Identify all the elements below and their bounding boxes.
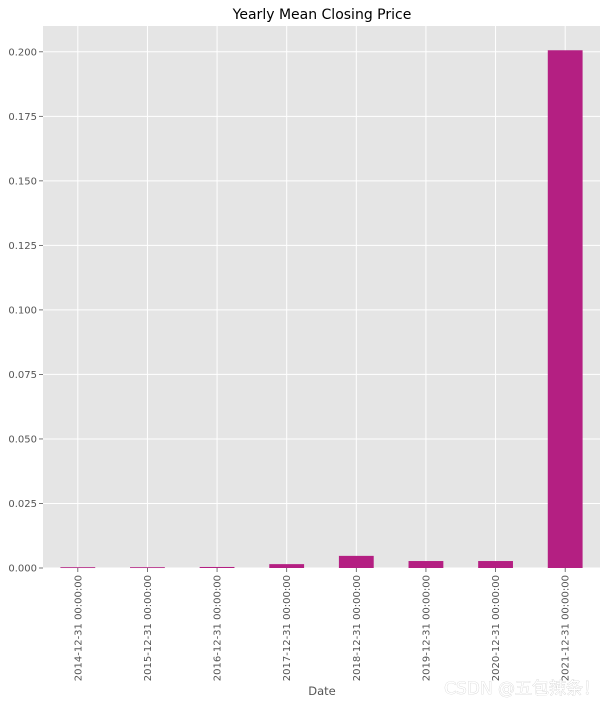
bar-2016 bbox=[199, 566, 235, 568]
watermark: CSDN @五包辣条！ bbox=[444, 679, 600, 699]
bar-2019 bbox=[408, 561, 444, 568]
bar-2014 bbox=[60, 567, 96, 569]
y-tick-label: 0.025 bbox=[8, 499, 37, 510]
y-tick-label: 0.050 bbox=[8, 434, 37, 445]
bar-2021 bbox=[547, 50, 583, 569]
x-axis-label: Date bbox=[308, 684, 336, 698]
x-tick-label: 2015-12-31 00:00:00 bbox=[143, 575, 154, 681]
y-tick-label: 0.175 bbox=[8, 112, 37, 123]
x-tick-label: 2014-12-31 00:00:00 bbox=[73, 575, 84, 681]
bar-2018 bbox=[338, 555, 374, 568]
x-tick-label: 2020-12-31 00:00:00 bbox=[491, 575, 502, 681]
x-tick-label: 2016-12-31 00:00:00 bbox=[213, 575, 224, 681]
y-tick-label: 0.075 bbox=[8, 370, 37, 381]
x-tick-label: 2021-12-31 00:00:00 bbox=[561, 575, 572, 681]
bars bbox=[60, 50, 583, 569]
bar-2020 bbox=[478, 561, 513, 568]
y-tick-label: 0.100 bbox=[8, 305, 37, 316]
plot-area bbox=[43, 26, 600, 568]
y-tick-label: 0.125 bbox=[8, 241, 37, 252]
bar-2015 bbox=[130, 567, 165, 569]
y-tick-label: 0.150 bbox=[8, 176, 37, 187]
bar-2017 bbox=[269, 564, 305, 568]
x-tick-label: 2018-12-31 00:00:00 bbox=[352, 575, 363, 681]
x-tick-label: 2017-12-31 00:00:00 bbox=[282, 575, 293, 681]
x-axis-ticks: 2014-12-31 00:00:00 2015-12-31 00:00:00 20… bbox=[73, 568, 572, 681]
chart-title: Yearly Mean Closing Price bbox=[232, 7, 412, 23]
x-tick-label: 2019-12-31 00:00:00 bbox=[421, 575, 432, 681]
y-axis-ticks: 0.000 0.025 0.050 0.075 0.100 0.125 0.150 0.175… bbox=[8, 47, 43, 575]
y-tick-label: 0.000 bbox=[8, 564, 37, 575]
y-tick-label: 0.200 bbox=[8, 47, 37, 58]
